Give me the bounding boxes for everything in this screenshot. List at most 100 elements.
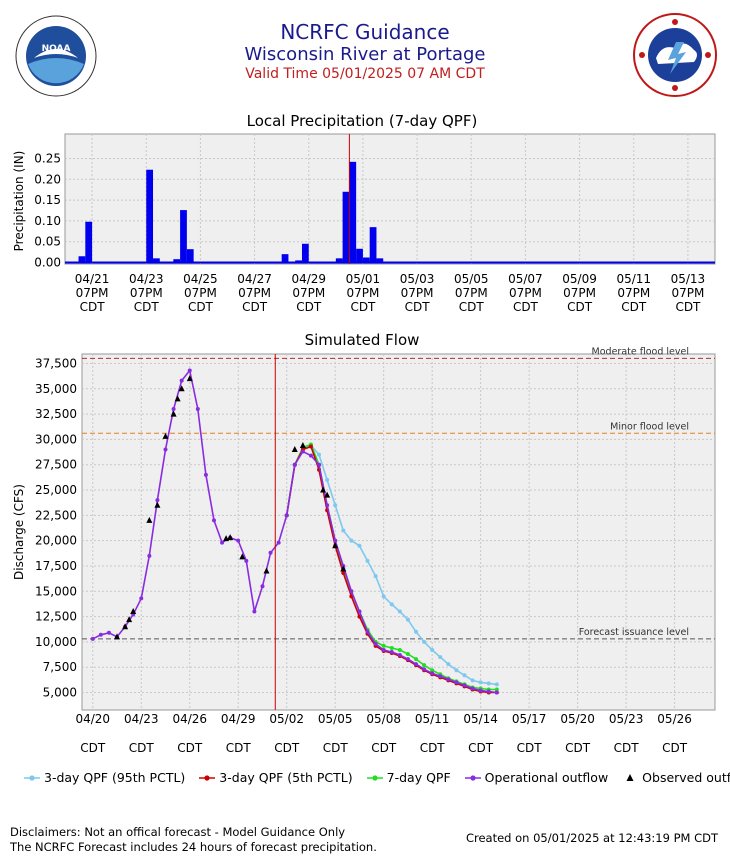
series-point-3-day-qpf-95th-pctl	[397, 609, 402, 614]
series-point-operational-outflow	[203, 472, 208, 477]
series-point-operational-outflow	[171, 407, 176, 411]
series-point-3-day-qpf-95th-pctl	[373, 574, 378, 579]
precip-x-tick-label: CDT	[80, 300, 106, 314]
flow-y-tick-label: 15,000	[35, 584, 77, 598]
series-point-operational-outflow	[139, 596, 144, 601]
precip-chart-title: Local Precipitation (7-day QPF)	[247, 112, 478, 130]
flow-y-tick-label: 7,500	[43, 660, 77, 674]
precip-y-tick-label: 0.05	[34, 235, 61, 249]
valid-time-label: Valid Time 05/01/2025 07 AM CDT	[245, 66, 485, 82]
observed-outflow-marker	[340, 565, 347, 572]
precip-x-tick-label: 04/21	[75, 272, 110, 286]
series-point-3-day-qpf-95th-pctl	[389, 602, 394, 607]
precip-x-tick-label: CDT	[567, 300, 593, 314]
series-point-3-day-qpf-95th-pctl	[405, 617, 410, 622]
precip-y-tick-label: 0.15	[34, 193, 61, 207]
series-point-operational-outflow	[438, 674, 443, 679]
precip-x-tick-label: CDT	[459, 300, 485, 314]
observed-outflow-marker	[324, 491, 331, 498]
precip-x-tick-label: 07PM	[346, 286, 379, 300]
precip-x-tick-label: 04/27	[237, 272, 272, 286]
series-point-operational-outflow	[422, 667, 427, 672]
flow-y-tick-label: 27,500	[35, 458, 77, 472]
series-point-3-day-qpf-95th-pctl	[333, 503, 338, 508]
flow-x-tick-sublabel: CDT	[614, 741, 640, 755]
series-point-7-day-qpf	[422, 663, 427, 668]
precip-x-tick-label: 07PM	[617, 286, 650, 300]
precip-x-tick-label: CDT	[242, 300, 268, 314]
observed-outflow-marker	[170, 410, 177, 417]
series-point-3-day-qpf-5th-pctl	[308, 444, 313, 449]
precip-x-tick-label: 05/07	[508, 272, 543, 286]
series-point-operational-outflow	[195, 407, 200, 411]
precip-x-tick-label: 07PM	[509, 286, 542, 300]
triangle-marker-icon	[626, 773, 634, 781]
flow-x-tick-label: 05/14	[463, 712, 498, 726]
precip-x-tick-label: 07PM	[671, 286, 704, 300]
observed-outflow-marker	[178, 385, 185, 392]
series-point-operational-outflow	[90, 636, 95, 641]
chart-legend: 3-day QPF (95th PCTL) 3-day QPF (5th PCTL…	[24, 770, 730, 785]
precip-x-tick-label: 04/25	[183, 272, 218, 286]
legend-label: 3-day QPF (5th PCTL)	[219, 770, 353, 785]
precip-bar	[356, 248, 363, 263]
precip-x-tick-label: 05/05	[454, 272, 489, 286]
precip-bar	[186, 249, 194, 263]
observed-outflow-marker	[320, 486, 327, 493]
precip-x-tick-label: CDT	[134, 300, 160, 314]
precip-x-tick-label: 07PM	[455, 286, 488, 300]
series-point-3-day-qpf-95th-pctl	[414, 629, 419, 634]
series-point-3-day-qpf-95th-pctl	[438, 655, 443, 660]
series-point-3-day-qpf-95th-pctl	[462, 673, 467, 678]
flow-x-tick-label: 05/05	[318, 712, 353, 726]
series-point-3-day-qpf-95th-pctl	[341, 528, 346, 533]
legend-item: Observed outflow	[622, 770, 730, 785]
legend-item: Operational outflow	[464, 770, 608, 785]
flow-x-tick-label: 05/17	[512, 712, 547, 726]
precip-y-axis-label: Precipitation (IN)	[12, 151, 26, 252]
series-point-3-day-qpf-95th-pctl	[349, 538, 354, 543]
precip-x-tick-label: CDT	[350, 300, 376, 314]
flow-x-tick-label: 04/26	[172, 712, 207, 726]
flow-x-tick-sublabel: CDT	[226, 741, 252, 755]
flow-y-tick-label: 32,500	[35, 407, 77, 421]
flow-y-tick-label: 5,000	[43, 686, 77, 700]
series-point-operational-outflow	[430, 671, 435, 676]
series-point-operational-outflow	[494, 690, 499, 695]
precip-bar	[362, 257, 370, 263]
observed-outflow-marker	[186, 375, 193, 382]
precip-bar	[342, 191, 350, 263]
series-point-operational-outflow	[252, 609, 257, 614]
precip-x-tick-label: 07PM	[184, 286, 217, 300]
legend-label: 7-day QPF	[386, 770, 451, 785]
flow-x-tick-sublabel: CDT	[323, 741, 349, 755]
flow-x-tick-sublabel: CDT	[420, 741, 446, 755]
series-point-operational-outflow	[414, 662, 419, 667]
flow-x-tick-label: 04/29	[221, 712, 256, 726]
legend-item: 7-day QPF	[366, 770, 451, 785]
flow-x-tick-label: 04/23	[124, 712, 159, 726]
flow-x-tick-sublabel: CDT	[517, 741, 543, 755]
series-point-operational-outflow	[325, 503, 330, 508]
flow-chart-title: Simulated Flow	[305, 331, 420, 349]
flow-y-axis-label: Discharge (CFS)	[12, 484, 26, 580]
series-point-operational-outflow	[470, 686, 475, 691]
flow-x-tick-label: 04/20	[75, 712, 110, 726]
precip-y-tick-label: 0.20	[34, 172, 61, 186]
series-point-operational-outflow	[333, 538, 338, 543]
series-point-operational-outflow	[244, 558, 249, 563]
precip-bar	[369, 227, 377, 263]
precip-bar	[349, 161, 357, 263]
series-point-operational-outflow	[147, 553, 152, 558]
line-circle-marker-icon	[24, 774, 40, 781]
precip-x-tick-label: 05/11	[616, 272, 651, 286]
precip-x-tick-label: 04/29	[291, 272, 326, 286]
precip-bar	[281, 254, 289, 263]
precip-bar	[85, 221, 93, 263]
series-point-operational-outflow	[454, 680, 459, 685]
observed-outflow-marker	[114, 633, 121, 640]
flow-x-tick-label: 05/08	[366, 712, 401, 726]
charts-canvas: Local Precipitation (7-day QPF) 0.00 0.05…	[12, 112, 716, 755]
series-point-operational-outflow	[211, 518, 216, 523]
series-point-3-day-qpf-95th-pctl	[454, 668, 459, 673]
